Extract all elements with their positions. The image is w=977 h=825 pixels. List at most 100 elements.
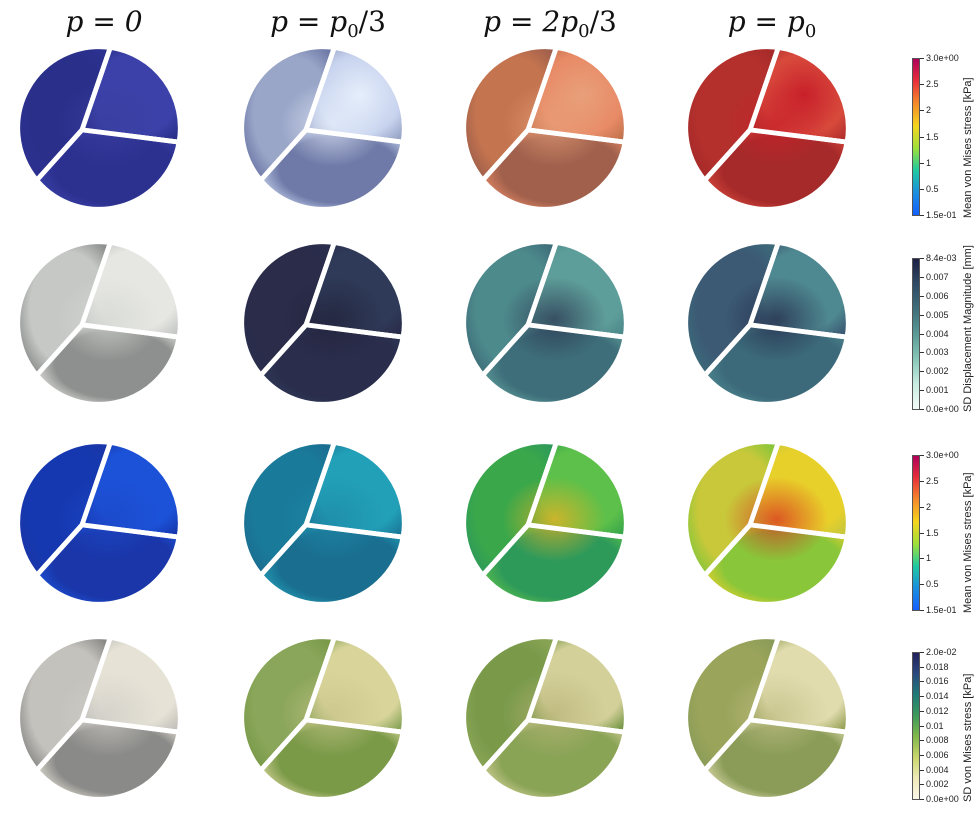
colorbar-tick-label: 0.014 <box>926 691 949 702</box>
leaflet-gap <box>703 523 752 577</box>
header-lhs: p <box>270 5 289 38</box>
valve-shading <box>502 671 607 757</box>
valve-shading <box>280 81 385 167</box>
valve-render <box>683 239 851 407</box>
leaflet-gap <box>35 718 84 772</box>
colorbar-tick-label: 0.004 <box>926 328 949 339</box>
leaflet-gap <box>527 127 626 145</box>
colorbar-tick-mark <box>920 333 924 335</box>
colorbar: 8.4e-03 0.007 0.006 0.005 0.004 0.003 0.002 0.0… <box>912 245 974 414</box>
colorbar-tick-label: 0.5 <box>926 579 939 590</box>
leaflet-gap <box>747 241 781 326</box>
valve-render <box>239 44 407 212</box>
leaflet-gap <box>703 323 752 377</box>
header-sub: 0 <box>804 21 817 42</box>
leaflet-gap <box>305 127 404 145</box>
valve-shading <box>56 81 161 167</box>
colorbar-tick-label: 3.0e+00 <box>926 53 959 63</box>
leaflet-gap <box>35 523 84 577</box>
colorbar-tick-label: 0.01 <box>926 720 944 731</box>
header-lhs: p <box>65 5 84 38</box>
header-lhs: p <box>727 5 746 38</box>
header-tail: /3 <box>589 5 617 38</box>
valve-shading <box>280 671 385 757</box>
colorbar-tick-label: 0.0e+00 <box>926 404 959 414</box>
colorbar-tick-mark <box>920 276 924 278</box>
leaflet-gap <box>703 718 752 772</box>
valve-shading <box>502 476 607 562</box>
colorbar-tick-mark <box>920 666 924 668</box>
leaflet-gap <box>81 717 180 735</box>
valve-shading <box>724 276 829 362</box>
colorbar-tick-mark <box>920 696 924 698</box>
colorbar-gradient <box>912 58 920 216</box>
valve-shading <box>56 476 161 562</box>
header-eq: = <box>501 5 543 38</box>
leaflet-gap <box>527 522 626 540</box>
colorbar-tick-label: 0.006 <box>926 749 949 760</box>
header-eq: = <box>288 5 330 38</box>
valve-render <box>15 44 183 212</box>
valve-render <box>461 239 629 407</box>
header-sub: 0 <box>347 21 359 42</box>
colorbar-tick-mark <box>920 532 924 534</box>
header-rhs: 0 <box>124 5 143 38</box>
leaflet-gap <box>259 523 308 577</box>
leaflet-gap <box>81 322 180 340</box>
colorbar-tick-label: 1.5e-01 <box>926 210 957 220</box>
colorbar-tick-mark <box>920 740 924 742</box>
valve-render <box>15 239 183 407</box>
colorbar-gradient <box>912 455 920 611</box>
colorbar-tick-mark <box>920 799 924 800</box>
colorbar-tick-label: 0.005 <box>926 309 949 320</box>
column-header: p = 0 <box>4 2 204 42</box>
valve-render <box>239 634 407 802</box>
colorbar-tick-mark <box>920 58 924 59</box>
colorbar-tick-mark <box>920 258 924 259</box>
colorbar-tick-label: 0.002 <box>926 366 949 377</box>
valve-shading <box>56 276 161 362</box>
leaflet-gap <box>749 127 848 145</box>
colorbar-tick-label: 1.5 <box>926 131 939 142</box>
colorbar-tick-label: 1.5e-01 <box>926 605 957 615</box>
leaflet-gap <box>79 441 113 526</box>
valve-render <box>461 634 629 802</box>
leaflet-gap <box>481 523 530 577</box>
leaflet-gap <box>525 241 559 326</box>
leaflet-gap <box>747 636 781 721</box>
colorbar-tick-label: 1 <box>926 553 932 564</box>
colorbar-title: Mean von Mises stress [kPa] <box>962 472 974 613</box>
valve-render <box>15 634 183 802</box>
colorbar-tick-label: 2.0e-02 <box>926 647 957 657</box>
colorbar-tick-mark <box>920 681 924 683</box>
valve-render <box>683 634 851 802</box>
leaflet-gap <box>35 323 84 377</box>
colorbar-tick-label: 0.001 <box>926 385 949 396</box>
leaflet-gap <box>303 46 337 131</box>
colorbar-tick-mark <box>920 390 924 392</box>
colorbar-tick-label: 2.5 <box>926 79 939 90</box>
valve-shading <box>724 81 829 167</box>
colorbar-tick-label: 0.007 <box>926 271 949 282</box>
colorbar-tick-label: 0.016 <box>926 676 949 687</box>
colorbar-tick-mark <box>920 188 924 190</box>
colorbar: 2.0e-02 0.018 0.016 0.014 0.012 0.01 0.008 0.00… <box>912 647 974 804</box>
colorbar-tick-label: 1.5 <box>926 527 939 538</box>
colorbar-tick-label: 0.012 <box>926 705 949 716</box>
colorbar-tick-mark <box>920 371 924 373</box>
header-rhs: p <box>786 5 805 38</box>
leaflet-gap <box>79 241 113 326</box>
column-header: p = p0/3 <box>228 2 428 42</box>
colorbar-tick-label: 0.002 <box>926 779 949 790</box>
valve-render <box>461 44 629 212</box>
header-rhs: p <box>329 5 348 38</box>
colorbar-tick-mark <box>920 215 924 216</box>
leaflet-gap <box>305 322 404 340</box>
colorbar: 3.0e+00 2.5 2 1.5 1 0.5 1.5e-01 Mean von Mises … <box>912 450 974 615</box>
valve-render <box>15 439 183 607</box>
colorbar-tick-mark <box>920 136 924 138</box>
colorbar-tick-mark <box>920 84 924 86</box>
colorbar-tick-mark <box>920 162 924 164</box>
colorbar-tick-mark <box>920 754 924 756</box>
colorbar-tick-label: 2 <box>926 105 932 116</box>
